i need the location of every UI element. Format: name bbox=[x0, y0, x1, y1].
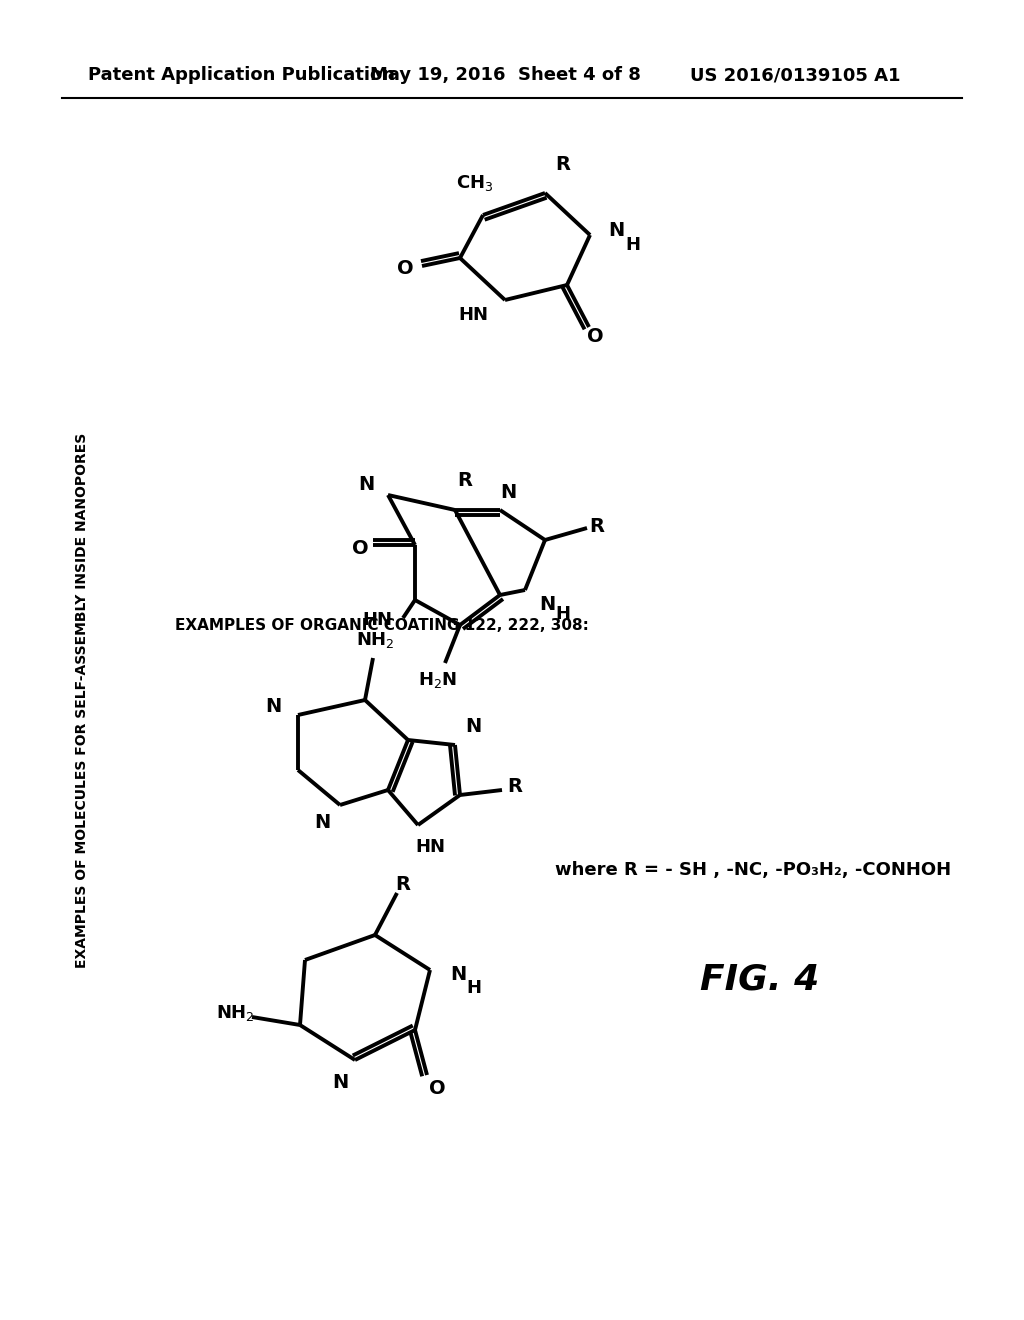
Text: N: N bbox=[357, 475, 374, 495]
Text: HN: HN bbox=[362, 611, 392, 630]
Text: R: R bbox=[590, 516, 604, 536]
Text: Patent Application Publication: Patent Application Publication bbox=[88, 66, 395, 84]
Text: US 2016/0139105 A1: US 2016/0139105 A1 bbox=[690, 66, 900, 84]
Text: N: N bbox=[539, 594, 555, 614]
Text: R: R bbox=[508, 777, 522, 796]
Text: R: R bbox=[458, 470, 472, 490]
Text: O: O bbox=[429, 1078, 445, 1097]
Text: NH$_2$: NH$_2$ bbox=[216, 1003, 254, 1023]
Text: H: H bbox=[467, 979, 481, 997]
Text: May 19, 2016  Sheet 4 of 8: May 19, 2016 Sheet 4 of 8 bbox=[370, 66, 641, 84]
Text: N: N bbox=[465, 718, 481, 737]
Text: HN: HN bbox=[415, 838, 445, 855]
Text: where R = - SH , -NC, -PO₃H₂, -CONHOH: where R = - SH , -NC, -PO₃H₂, -CONHOH bbox=[555, 861, 951, 879]
Text: EXAMPLES OF ORGANIC COATING 122, 222, 308:: EXAMPLES OF ORGANIC COATING 122, 222, 30… bbox=[175, 618, 589, 632]
Text: EXAMPLES OF MOLECULES FOR SELF-ASSEMBLY INSIDE NANOPORES: EXAMPLES OF MOLECULES FOR SELF-ASSEMBLY … bbox=[75, 433, 89, 968]
Text: CH$_3$: CH$_3$ bbox=[457, 173, 494, 193]
Text: N: N bbox=[500, 483, 516, 502]
Text: H: H bbox=[555, 605, 570, 623]
Text: HN: HN bbox=[458, 306, 488, 323]
Text: R: R bbox=[555, 156, 570, 174]
Text: O: O bbox=[351, 540, 369, 558]
Text: FIG. 4: FIG. 4 bbox=[700, 964, 819, 997]
Text: N: N bbox=[265, 697, 282, 717]
Text: O: O bbox=[587, 327, 603, 346]
Text: O: O bbox=[396, 259, 414, 277]
Text: R: R bbox=[395, 875, 411, 895]
Text: H$_2$N: H$_2$N bbox=[419, 671, 458, 690]
Text: N: N bbox=[314, 813, 330, 833]
Text: H: H bbox=[626, 236, 640, 253]
Text: N: N bbox=[450, 965, 466, 985]
Text: NH$_2$: NH$_2$ bbox=[355, 630, 394, 649]
Text: N: N bbox=[332, 1072, 348, 1092]
Text: N: N bbox=[608, 222, 624, 240]
